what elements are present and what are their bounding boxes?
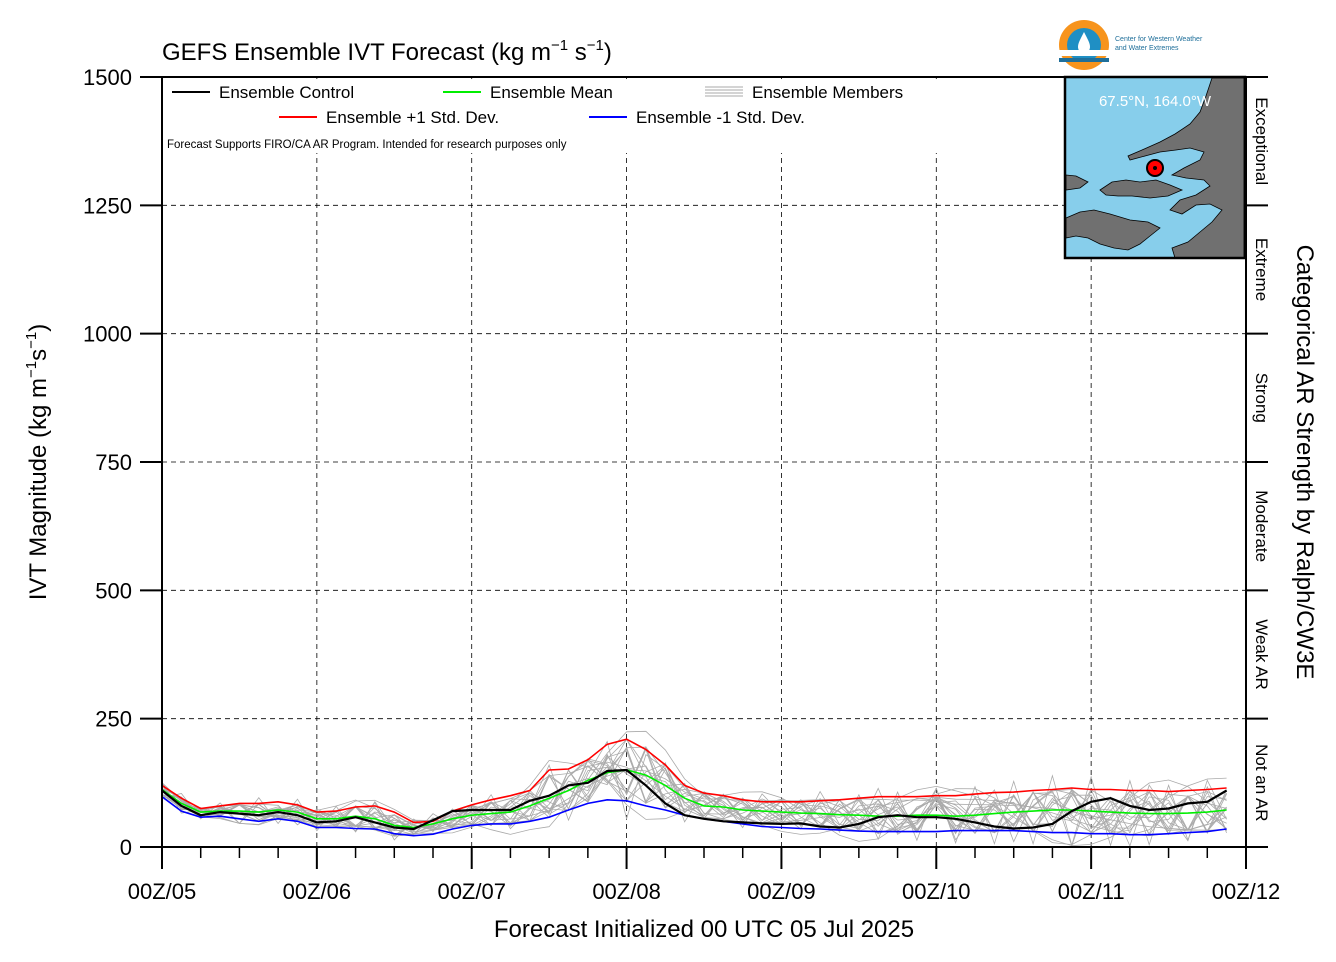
- chart-title-mid: s: [568, 39, 587, 66]
- ensemble-member-line: [161, 769, 1227, 837]
- axis-ticks: 0 250 500 750 1000 1250 1500 00Z/05 00Z/06 00Z/07…: [83, 65, 1280, 904]
- inset-land-east: [1127, 77, 1245, 259]
- y-axis-label-sup2: −1: [23, 332, 40, 349]
- y-tick-label: 250: [95, 707, 132, 732]
- x-tick-label: 00Z/05: [128, 879, 197, 904]
- y-tick-label: 1500: [83, 65, 132, 90]
- x-tick-label: 00Z/08: [592, 879, 661, 904]
- category-label: Moderate: [1252, 490, 1271, 562]
- disclaimer-text: Forecast Supports FIRO/CA AR Program. In…: [167, 139, 567, 151]
- series-lines: [161, 738, 1228, 837]
- x-axis-label: Forecast Initialized 00 UTC 05 Jul 2025: [494, 916, 914, 943]
- mean-series-line: [161, 769, 1227, 829]
- ensemble-member-line: [161, 746, 1227, 835]
- y-tick-label: 500: [95, 578, 132, 603]
- y-tick-label: 1250: [83, 193, 132, 218]
- plus-std-series-line: [161, 738, 1227, 824]
- chart-title-sup2: −1: [587, 37, 604, 54]
- logo-line-1: Center for Western Weather: [1115, 36, 1203, 43]
- legend-swatch-members: [705, 86, 743, 97]
- location-marker-dot: [1153, 166, 1157, 170]
- cw3e-logo: Center for Western Weather and Water Ext…: [1059, 20, 1203, 70]
- ensemble-member-line: [161, 740, 1227, 848]
- inset-frame: [1063, 75, 1247, 260]
- x-tick-label: 00Z/09: [747, 879, 816, 904]
- y-tick-label: 0: [120, 835, 132, 860]
- category-label: Weak AR: [1252, 619, 1271, 690]
- x-tick-label: 00Z/10: [902, 879, 971, 904]
- category-label: Exceptional: [1252, 97, 1271, 185]
- ensemble-member-line: [161, 730, 1227, 847]
- inset-map: 67.5°N, 164.0°W: [1063, 75, 1247, 260]
- right-axis-label: Categorical AR Strength by Ralph/CW3E: [1291, 245, 1318, 680]
- y-axis-label-mid: s: [25, 349, 52, 361]
- legend-label-plus-std: Ensemble +1 Std. Dev.: [326, 108, 499, 127]
- ensemble-member-line: [161, 760, 1227, 846]
- control-series-line: [161, 768, 1228, 831]
- category-label: Strong: [1252, 373, 1271, 423]
- legend-label-mean: Ensemble Mean: [490, 83, 613, 102]
- logo-wave-2: [1059, 58, 1109, 62]
- y-axis-label: IVT Magnitude (kg m−1s−1): [23, 324, 52, 601]
- y-axis-label-sup1: −1: [23, 361, 40, 378]
- drop-icon: [1078, 32, 1090, 53]
- y-axis-label-end: ): [25, 324, 52, 332]
- grid-lines: [162, 77, 1246, 847]
- inset-land-peninsula: [1099, 179, 1184, 199]
- ensemble-members: [161, 730, 1227, 848]
- chart-title: GEFS Ensemble IVT Forecast (kg m−1 s−1): [162, 37, 612, 66]
- chart-title-text: GEFS Ensemble IVT Forecast (kg m: [162, 39, 551, 66]
- category-label: Not an AR: [1252, 744, 1271, 822]
- y-tick-label: 1000: [83, 322, 132, 347]
- y-axis-label-text: IVT Magnitude (kg m: [25, 378, 52, 600]
- legend-label-minus-std: Ensemble -1 Std. Dev.: [636, 108, 805, 127]
- category-label: Extreme: [1252, 238, 1271, 301]
- logo-line-2: and Water Extremes: [1115, 45, 1179, 52]
- chart-title-sup1: −1: [551, 37, 568, 54]
- inset-location-label: 67.5°N, 164.0°W: [1099, 93, 1212, 110]
- y-tick-label: 750: [95, 450, 132, 475]
- category-axis: Not an AR Weak AR Moderate Strong Extreme Exc…: [1246, 76, 1271, 848]
- x-tick-label: 00Z/12: [1212, 879, 1281, 904]
- x-tick-label: 00Z/11: [1058, 879, 1125, 904]
- legend-label-control: Ensemble Control: [219, 83, 354, 102]
- legend-label-members: Ensemble Members: [752, 83, 903, 102]
- chart-title-end: ): [604, 39, 612, 66]
- legend: Ensemble Control Ensemble Mean Ensemble …: [167, 83, 903, 151]
- x-tick-label: 00Z/07: [437, 879, 506, 904]
- x-tick-label: 00Z/06: [283, 879, 352, 904]
- inset-land-southwest: [1065, 209, 1161, 251]
